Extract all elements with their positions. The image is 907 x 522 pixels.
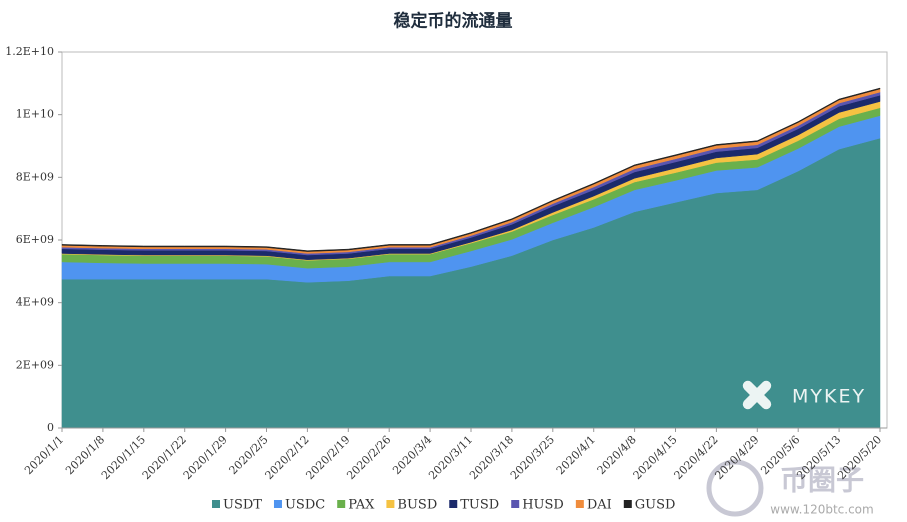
legend-label: DAI <box>587 498 612 513</box>
y-tick-label: 1.2E+10 <box>5 45 54 58</box>
legend-swatch <box>386 500 395 508</box>
watermark-text: MYKEY <box>792 386 866 408</box>
plot <box>61 87 881 429</box>
x-tick-label: 2020/2/26 <box>344 433 393 482</box>
chart-title: 稳定币的流通量 <box>394 11 513 32</box>
y-tick-label: 2E+09 <box>16 358 54 371</box>
site-url: www.120btc.com <box>770 503 873 517</box>
y-tick-label: 8E+09 <box>16 170 54 183</box>
y-tick-label: 6E+09 <box>16 233 54 246</box>
logo <box>742 380 772 410</box>
legend-label: TUSD <box>460 498 499 513</box>
legend-label: USDC <box>285 498 325 513</box>
site-mark-text: 币圈子 <box>780 464 864 497</box>
legend-label: PAX <box>348 498 375 513</box>
y-tick-label: 4E+09 <box>16 296 54 309</box>
legend-swatch <box>337 500 346 508</box>
legend-swatch <box>511 500 520 508</box>
legend-label: BUSD <box>397 498 437 513</box>
legend-label: USDT <box>223 498 262 513</box>
legend-swatch <box>575 500 584 508</box>
legend-swatch <box>623 500 632 508</box>
x-tick-label: 2020/1/29 <box>181 433 230 482</box>
site-mark: 币圈子 www.120btc.com <box>706 459 874 517</box>
y-tick-label: 0 <box>47 421 54 434</box>
y-tick-label: 1E+10 <box>16 108 54 121</box>
area <box>61 87 881 252</box>
legend-swatch <box>449 500 458 508</box>
x-tick-label: 2020/1/1 <box>22 433 66 477</box>
x-tick-label: 2020/3/25 <box>508 433 557 482</box>
legend-label: HUSD <box>522 498 564 513</box>
x-tick-label: 2020/4/1 <box>554 433 598 477</box>
x-tick-label: 2020/4/29 <box>712 433 761 482</box>
watermark: MYKEY <box>742 380 866 410</box>
site-logo <box>706 459 764 517</box>
legend-label: GUSD <box>635 498 676 513</box>
legend-swatch <box>273 500 282 508</box>
legend-swatch <box>212 500 220 508</box>
